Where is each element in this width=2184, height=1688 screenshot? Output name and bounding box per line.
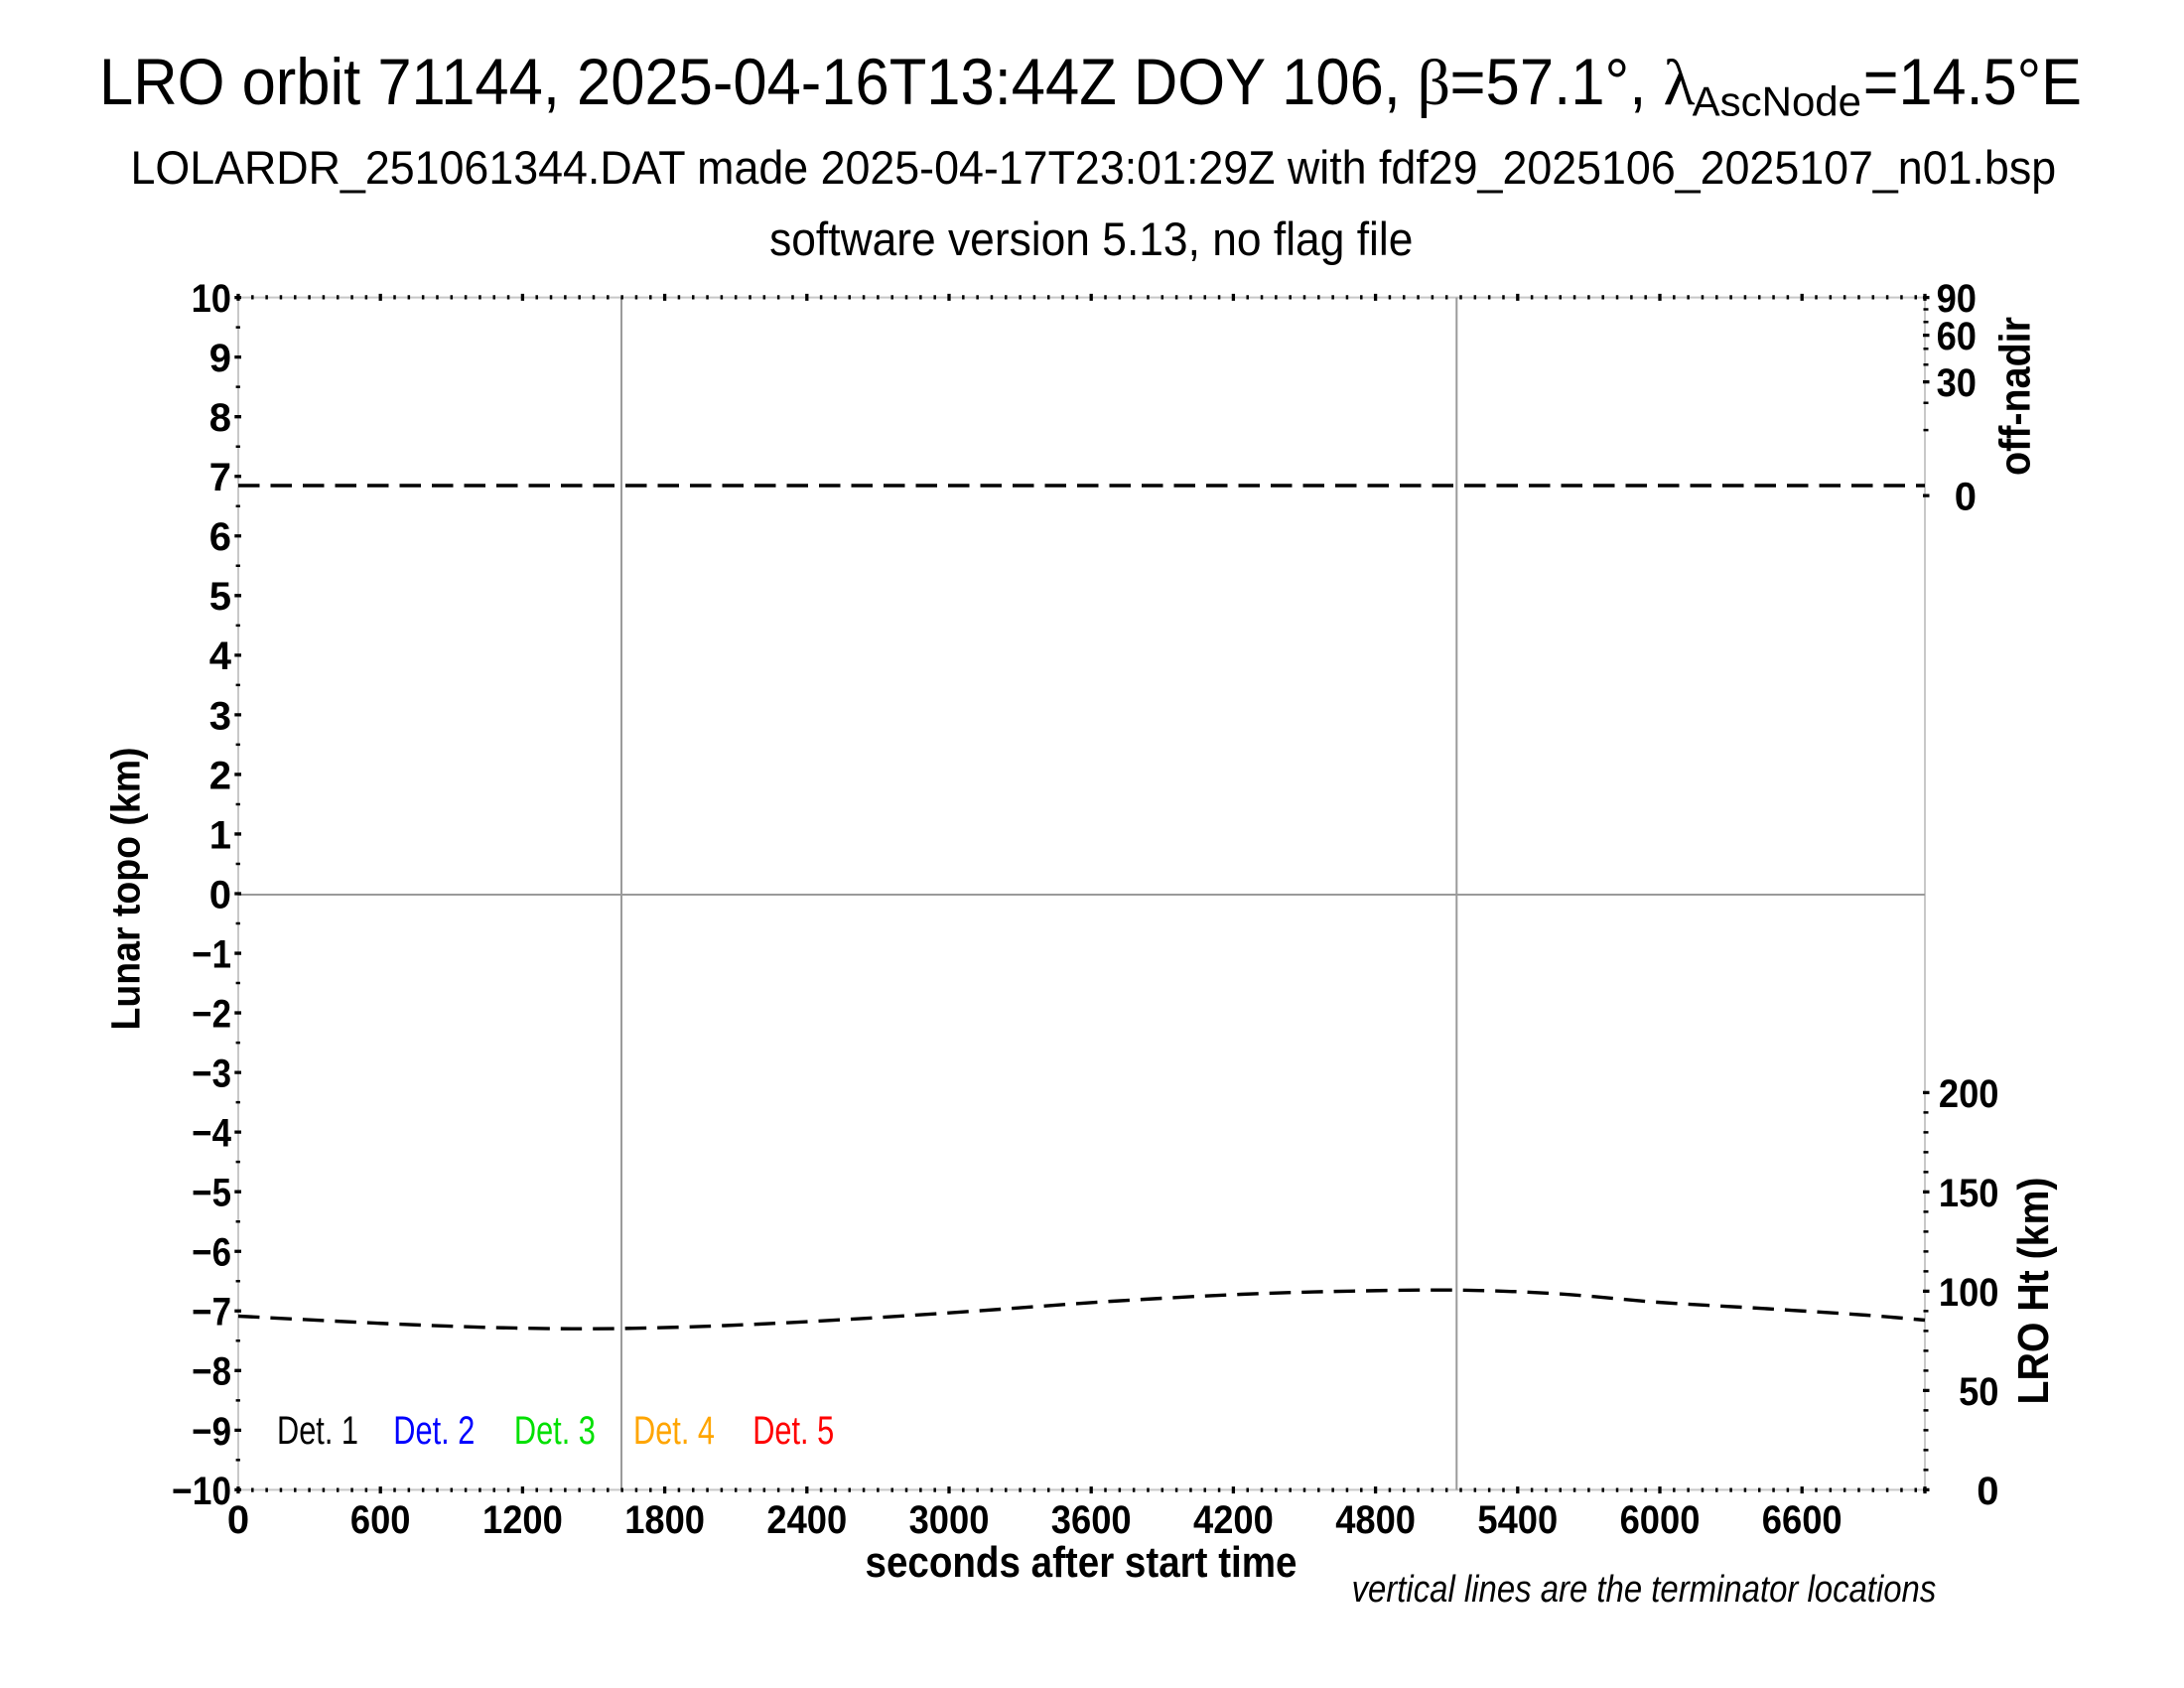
- svg-text:=57.1°,: =57.1°,: [1450, 45, 1664, 118]
- svg-text:4800: 4800: [1335, 1498, 1416, 1542]
- svg-text:4: 4: [209, 634, 232, 678]
- svg-text:−1: −1: [192, 932, 231, 976]
- svg-text:−8: −8: [192, 1350, 231, 1394]
- svg-text:7: 7: [209, 456, 231, 499]
- svg-text:AscNode: AscNode: [1693, 78, 1861, 125]
- svg-text:3000: 3000: [909, 1498, 990, 1542]
- svg-text:8: 8: [209, 396, 231, 440]
- svg-text:Det. 2: Det. 2: [393, 1409, 475, 1453]
- svg-text:vertical lines are the termina: vertical lines are the terminator locati…: [1352, 1569, 1937, 1611]
- svg-text:off-nadir: off-nadir: [1991, 317, 2040, 476]
- svg-text:Det. 4: Det. 4: [633, 1409, 715, 1453]
- svg-text:−6: −6: [192, 1231, 231, 1275]
- svg-text:0: 0: [1955, 476, 1977, 519]
- svg-text:100: 100: [1939, 1271, 1999, 1315]
- svg-text:−3: −3: [192, 1053, 231, 1096]
- svg-text:−9: −9: [192, 1410, 231, 1454]
- svg-text:0: 0: [227, 1498, 249, 1542]
- svg-text:−7: −7: [192, 1291, 231, 1335]
- svg-text:Lunar topo (km): Lunar topo (km): [103, 748, 149, 1031]
- svg-text:LOLARDR_251061344.DAT made 202: LOLARDR_251061344.DAT made 2025-04-17T23…: [131, 141, 2057, 194]
- svg-text:0: 0: [209, 873, 231, 916]
- svg-text:1: 1: [209, 813, 231, 857]
- svg-text:2400: 2400: [766, 1498, 847, 1542]
- svg-text:−10: −10: [172, 1470, 231, 1513]
- svg-text:6600: 6600: [1762, 1498, 1843, 1542]
- svg-text:seconds after start time: seconds after start time: [866, 1538, 1297, 1587]
- svg-text:5: 5: [209, 575, 231, 619]
- svg-text:1800: 1800: [624, 1498, 705, 1542]
- svg-text:=14.5°E: =14.5°E: [1863, 45, 2082, 118]
- svg-text:6000: 6000: [1620, 1498, 1701, 1542]
- svg-text:Det. 1: Det. 1: [277, 1409, 358, 1453]
- svg-text:LRO Ht (km): LRO Ht (km): [2009, 1178, 2058, 1405]
- svg-text:200: 200: [1939, 1072, 1999, 1116]
- svg-text:60: 60: [1937, 315, 1977, 358]
- svg-text:10: 10: [192, 277, 231, 321]
- svg-text:150: 150: [1939, 1172, 1999, 1215]
- svg-text:30: 30: [1937, 361, 1977, 405]
- svg-text:90: 90: [1937, 277, 1977, 321]
- svg-text:5400: 5400: [1477, 1498, 1558, 1542]
- svg-text:Det. 3: Det. 3: [514, 1409, 596, 1453]
- svg-text:2: 2: [209, 754, 231, 797]
- svg-text:1200: 1200: [482, 1498, 563, 1542]
- svg-text:−2: −2: [192, 992, 231, 1036]
- svg-text:Det. 5: Det. 5: [752, 1409, 834, 1453]
- svg-text:λ: λ: [1664, 47, 1696, 119]
- svg-text:3600: 3600: [1051, 1498, 1132, 1542]
- svg-text:6: 6: [209, 515, 231, 559]
- svg-text:0: 0: [1977, 1470, 1998, 1513]
- svg-text:50: 50: [1959, 1370, 1998, 1414]
- svg-text:4200: 4200: [1193, 1498, 1274, 1542]
- svg-text:9: 9: [209, 337, 231, 380]
- svg-text:3: 3: [209, 694, 231, 738]
- svg-text:600: 600: [350, 1498, 411, 1542]
- svg-text:software version 5.13, no flag: software version 5.13, no flag file: [769, 212, 1413, 265]
- svg-text:−4: −4: [192, 1112, 231, 1156]
- svg-text:LRO orbit 71144, 2025-04-16T13: LRO orbit 71144, 2025-04-16T13:44Z DOY 1…: [99, 45, 1418, 118]
- svg-text:−5: −5: [192, 1172, 231, 1215]
- svg-text:β: β: [1418, 47, 1451, 119]
